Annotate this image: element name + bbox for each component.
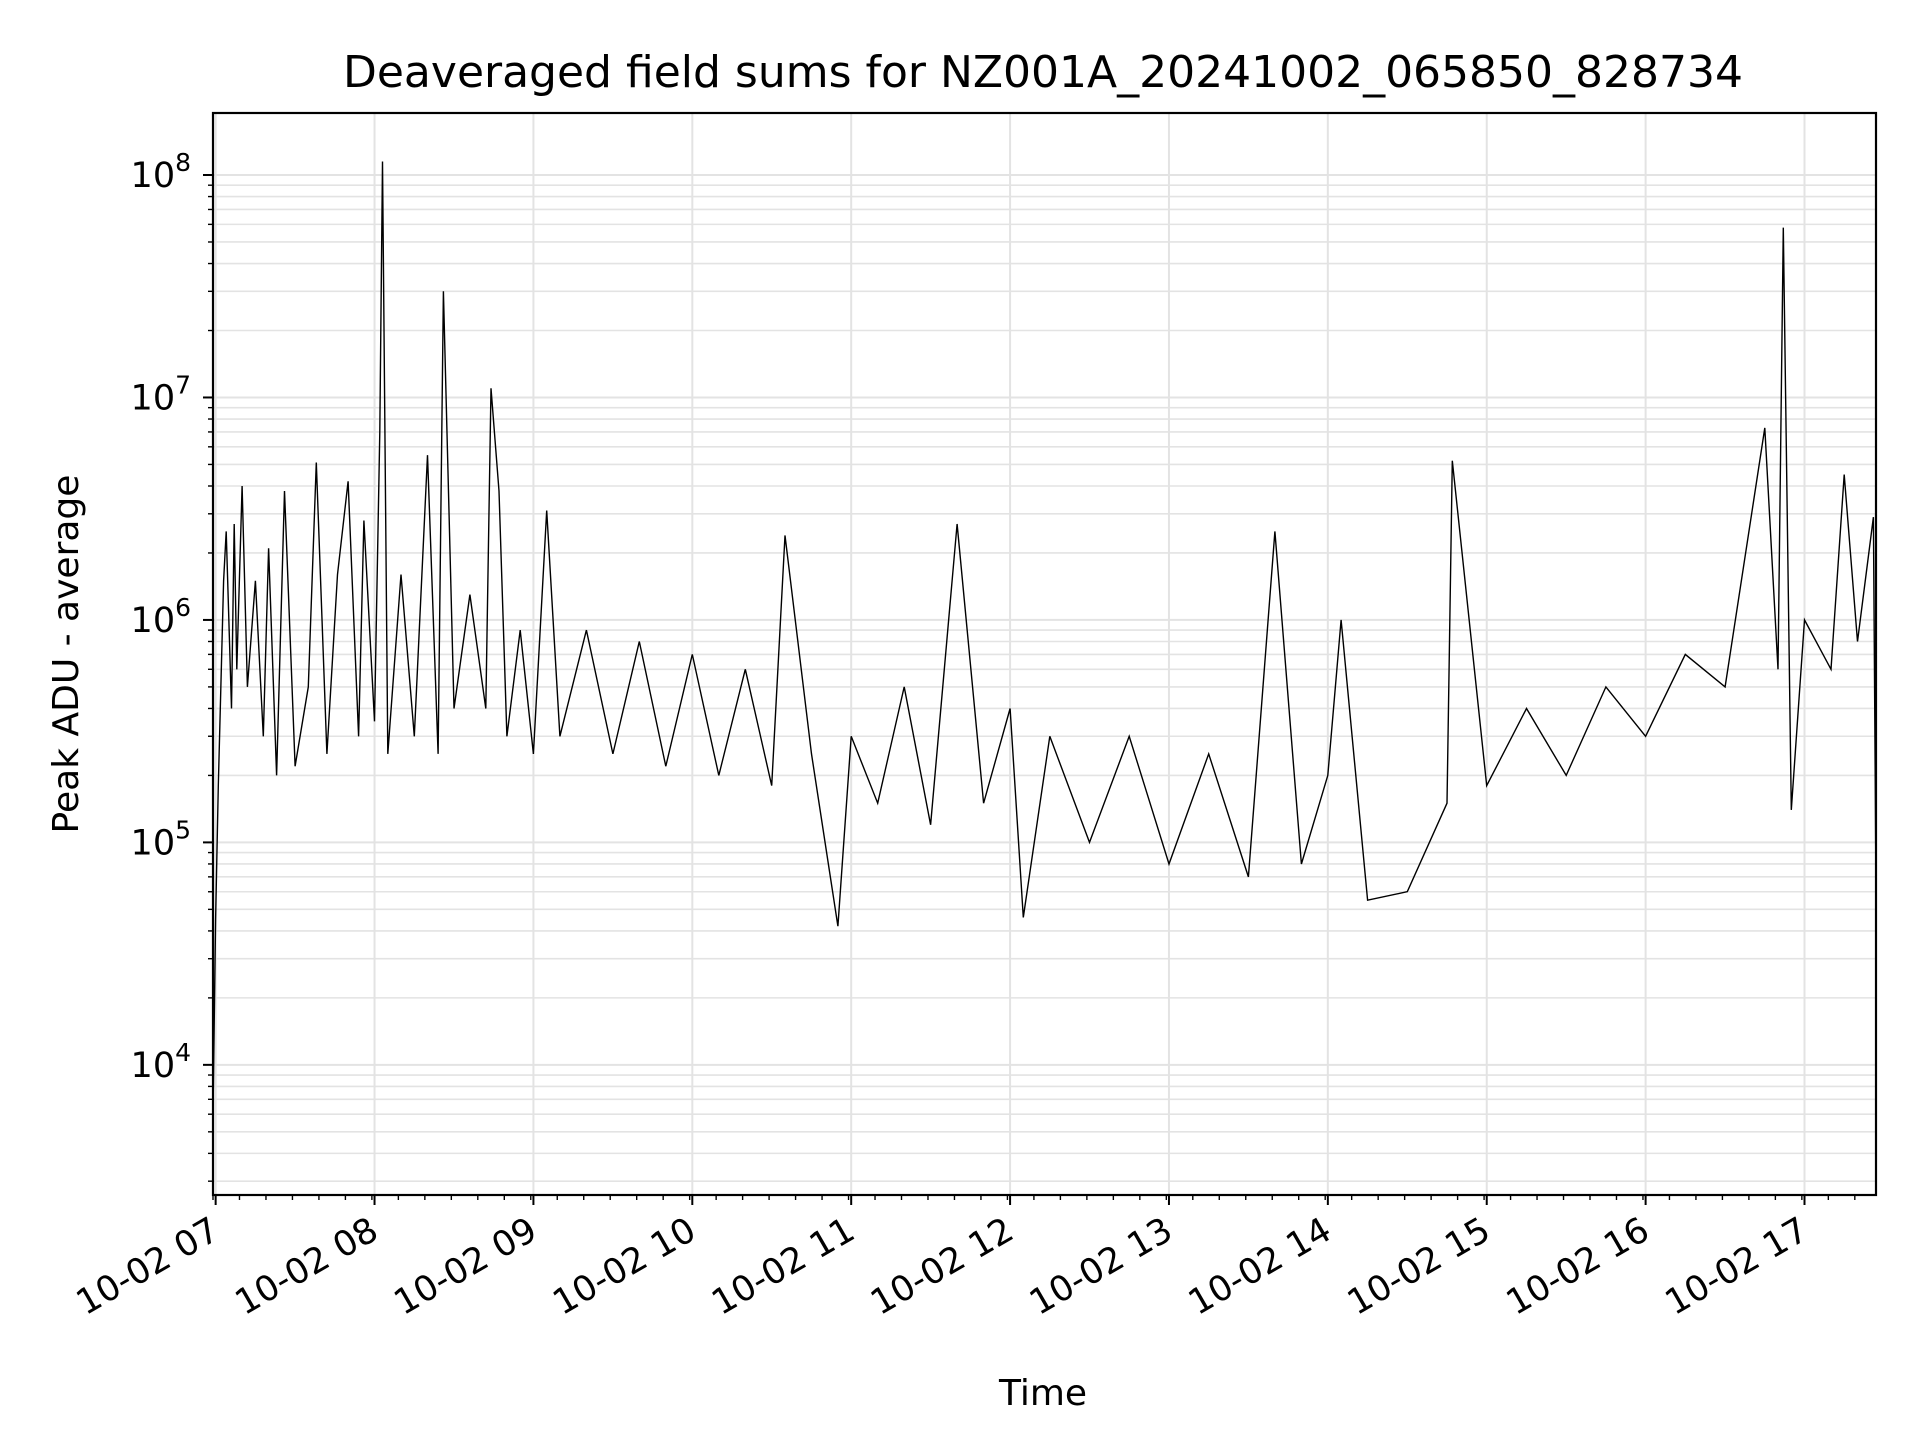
y-tick-label: 107 (131, 370, 191, 418)
y-axis-label: Peak ADU - average (46, 475, 87, 834)
grid (213, 113, 1876, 1195)
plot-area (212, 161, 1877, 1115)
data-series-line (212, 161, 1877, 1115)
chart-title: Deaveraged field sums for NZ001A_2024100… (343, 47, 1743, 98)
y-axis: 104 105 106 107 108 (131, 148, 213, 1182)
y-tick-label: 104 (131, 1038, 191, 1086)
x-axis-label: Time (998, 1373, 1087, 1414)
y-tick-label: 108 (131, 148, 191, 196)
y-tick-label: 105 (131, 815, 191, 863)
y-tick-label: 106 (131, 593, 191, 641)
